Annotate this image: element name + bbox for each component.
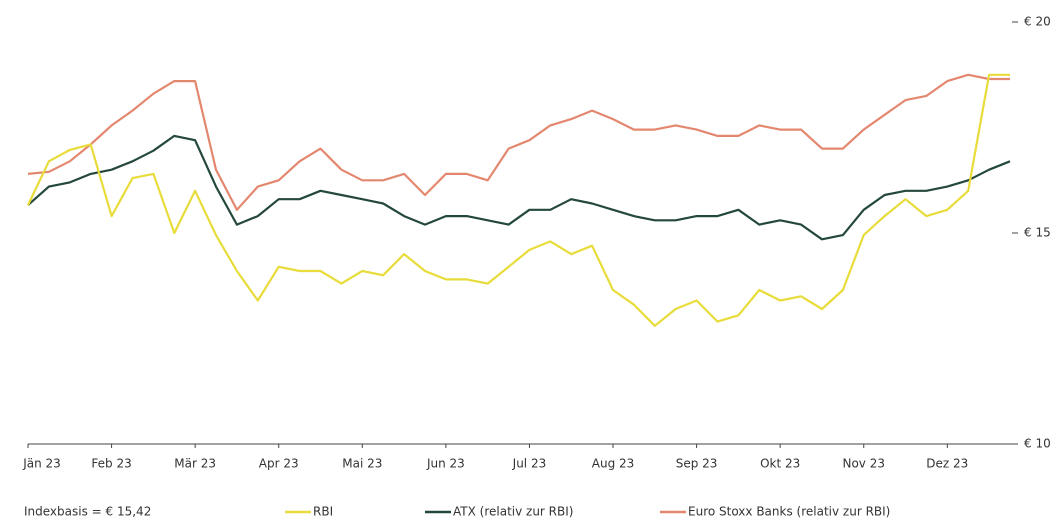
legend-label: RBI [313, 505, 333, 519]
x-tick-label: Jun 23 [426, 457, 465, 471]
x-tick-label: Mai 23 [342, 457, 382, 471]
x-tick-label: Sep 23 [676, 457, 718, 471]
x-tick-label: Jul 23 [512, 457, 547, 471]
series-line [27, 73, 1010, 211]
x-tick-label: Okt 23 [760, 457, 800, 471]
x-tick-label: Aug 23 [592, 457, 635, 471]
y-tick-label: € 20 [1024, 15, 1050, 29]
legend-label: Euro Stoxx Banks (relativ zur RBI) [688, 505, 890, 519]
x-tick-label: Mär 23 [174, 457, 216, 471]
y-tick-label: € 15 [1024, 226, 1050, 240]
x-tick-label: Dez 23 [926, 457, 968, 471]
x-tick-label: Jän 23 [22, 457, 61, 471]
x-tick-label: Nov 23 [842, 457, 885, 471]
series-line [27, 73, 1010, 327]
x-tick-label: Feb 23 [91, 457, 131, 471]
legend-label: ATX (relativ zur RBI) [453, 505, 573, 519]
annotation: Indexbasis = € 15,42 [24, 505, 151, 519]
x-tick-label: Apr 23 [259, 457, 299, 471]
series-line [27, 134, 1011, 241]
y-tick-label: € 10 [1024, 437, 1050, 451]
